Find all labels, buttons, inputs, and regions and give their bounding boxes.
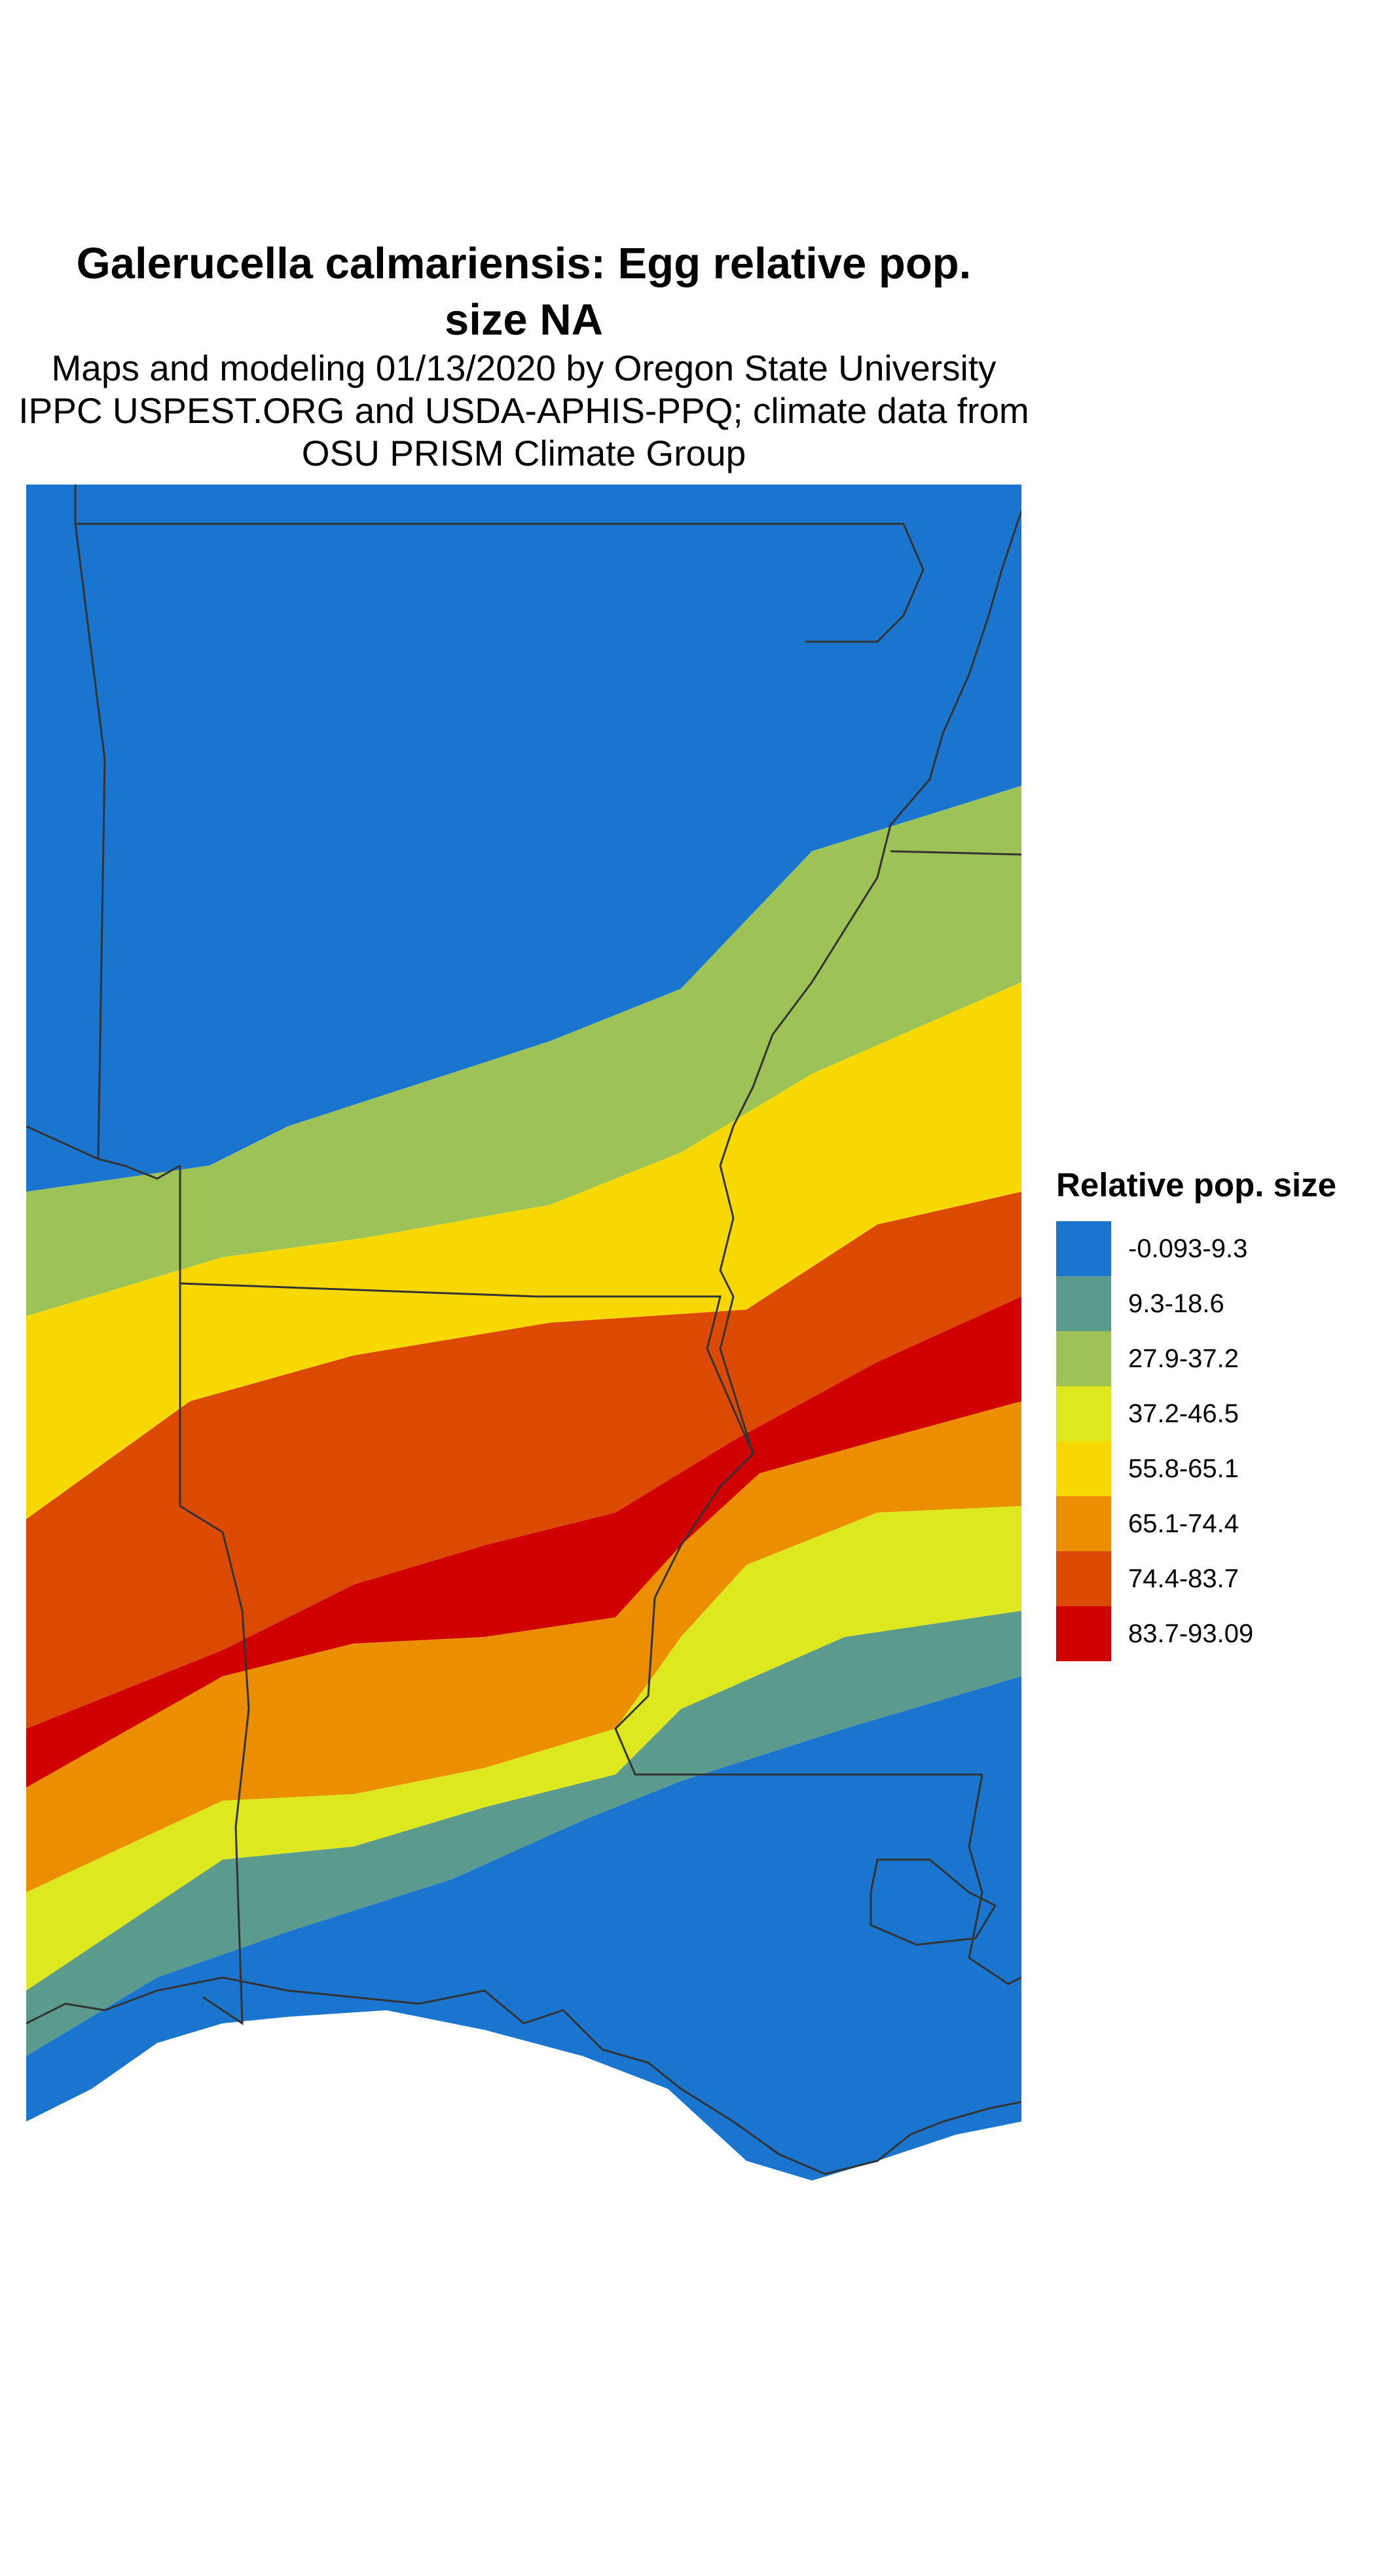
zone-yellow [26,982,1021,1519]
state-borders [26,485,1021,2175]
legend-title: Relative pop. size [1056,1166,1336,1204]
legend-swatch [1056,1331,1111,1386]
title-line-1: Galerucella calmariensis: Egg relative p… [76,239,972,288]
legend-swatch [1056,1276,1111,1331]
legend-label: 55.8-65.1 [1128,1454,1239,1483]
legend: Relative pop. size -0.093-9.3 9.3-18.6 2… [1056,1166,1336,1661]
legend-swatch [1056,1221,1111,1276]
border-louisiana-east [968,1774,1021,1985]
legend-swatch [1056,1606,1111,1661]
legend-swatch [1056,1441,1111,1496]
zone-lime [26,1506,1021,1991]
legend-item: 27.9-37.2 [1056,1331,1336,1386]
coastal-lake-outline [870,1858,997,1946]
border-arkansas-louisiana [179,1166,754,1454]
border-north [75,523,925,643]
border-texas-louisiana [179,1283,250,2025]
legend-item: 9.3-18.6 [1056,1276,1336,1331]
population-map [26,485,1021,2180]
zone-red [26,1297,1021,1788]
legend-item: 74.4-83.7 [1056,1551,1336,1606]
border-missouri-tennessee [890,850,1021,856]
map-subtitle: Maps and modeling 01/13/2020 by Oregon S… [0,347,1048,475]
zone-orange-red [26,1192,1021,1729]
zone-blue-north [26,485,1021,1192]
legend-item: 37.2-46.5 [1056,1386,1336,1441]
legend-label: 9.3-18.6 [1128,1289,1224,1318]
subtitle-line-2: IPPC USPEST.ORG and USDA-APHIS-PPQ; clim… [18,390,1029,431]
border-mississippi-river [614,510,1021,1776]
legend-label: 83.7-93.09 [1128,1619,1254,1648]
zone-teal [26,1611,1021,2056]
zone-blue-south [26,1676,1021,2180]
legend-item: -0.093-9.3 [1056,1221,1336,1276]
legend-item: 55.8-65.1 [1056,1441,1336,1496]
coastline [26,1976,1021,2175]
legend-swatch [1056,1496,1111,1551]
legend-label: 27.9-37.2 [1128,1344,1239,1373]
zone-green [26,786,1021,1316]
title-line-2: size NA [444,295,604,344]
subtitle-line-1: Maps and modeling 01/13/2020 by Oregon S… [51,348,997,388]
legend-label: 37.2-46.5 [1128,1399,1239,1428]
legend-swatch [1056,1386,1111,1441]
zone-orange [26,1401,1021,1892]
legend-label: 74.4-83.7 [1128,1564,1239,1593]
legend-swatch [1056,1551,1111,1606]
legend-label: 65.1-74.4 [1128,1509,1239,1538]
map-title: Galerucella calmariensis: Egg relative p… [0,236,1048,348]
legend-item: 65.1-74.4 [1056,1496,1336,1551]
legend-item: 83.7-93.09 [1056,1606,1336,1661]
legend-label: -0.093-9.3 [1128,1234,1248,1263]
border-texas-arkansas [26,1125,99,1160]
subtitle-line-3: OSU PRISM Climate Group [301,433,746,473]
